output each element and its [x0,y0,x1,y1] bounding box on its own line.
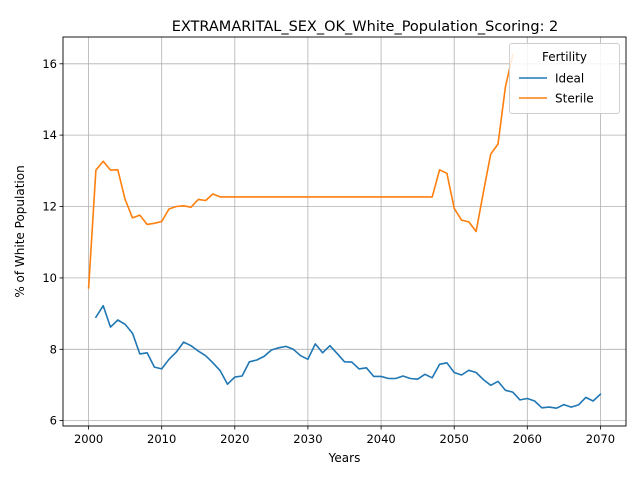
legend-label-sterile: Sterile [555,92,594,106]
x-tick-label: 2000 [74,432,103,446]
y-tick-label: 10 [42,271,57,285]
y-tick-label: 16 [42,57,57,71]
y-tick-label: 8 [50,342,57,356]
x-tick-label: 2020 [220,432,249,446]
chart-title: EXTRAMARITAL_SEX_OK_White_Population_Sco… [172,19,559,35]
legend-box [509,43,620,114]
legend-title: Fertility [542,50,587,64]
y-tick-label: 12 [42,200,57,214]
series-line-ideal [94,304,602,410]
axis-ticks: 2000 2010 2020 2030 2040 2050 2060 2070 6 8 10 12 14… [42,57,615,446]
x-tick-label: 2040 [366,432,395,446]
y-tick-label: 14 [42,128,57,142]
x-axis-label: Years [328,451,361,465]
x-tick-label: 2070 [586,432,615,446]
x-tick-label: 2030 [293,432,322,446]
plot-frame [62,36,627,427]
series-line-sterile [87,53,514,289]
x-tick-label: 2010 [147,432,176,446]
y-axis-label: % of White Population [13,165,27,297]
legend: Fertility Ideal Sterile [509,43,620,114]
y-tick-label: 6 [50,414,57,428]
x-tick-label: 2050 [440,432,469,446]
legend-label-ideal: Ideal [555,72,584,86]
x-tick-label: 2060 [513,432,542,446]
series-layer [87,53,602,410]
